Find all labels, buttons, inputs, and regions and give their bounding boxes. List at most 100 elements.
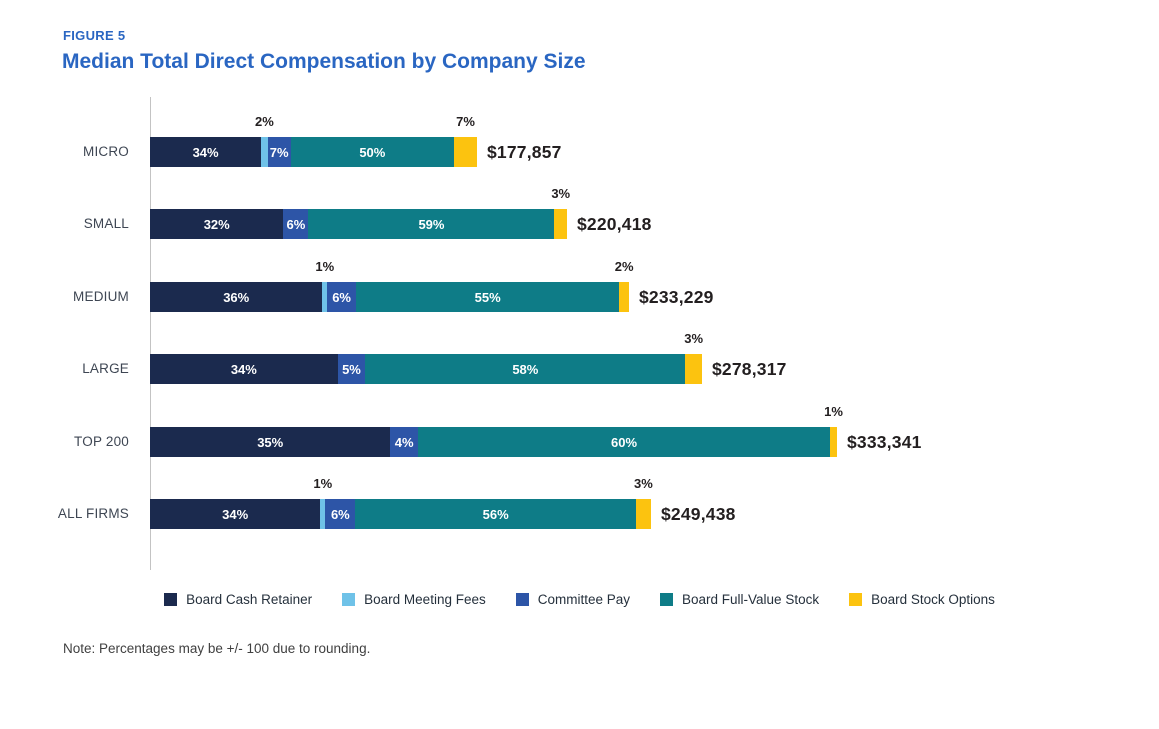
legend-label: Board Stock Options [871,592,995,607]
legend-swatch-icon [515,593,529,606]
stacked-bar: 35% 4% 60% 1% [150,404,843,457]
segment-value-label: 55% [474,289,501,305]
segment-board-stock-options: 7% [454,114,477,167]
segment-board-full-value-stock: 50% [290,137,455,167]
segment-board-cash-retainer: 34% [150,354,338,384]
category-label: MICRO [83,144,129,159]
segment-value-label: 6% [286,216,306,232]
segment-board-cash-retainer: 35% [150,427,391,457]
segment-board-full-value-stock: 59% [308,209,555,239]
category-label: MEDIUM [73,289,129,304]
segment-board-full-value-stock: 58% [365,354,686,384]
segment-value-label-above: 1% [315,259,335,274]
category-label: SMALL [83,216,129,231]
segment-board-cash-retainer: 34% [150,499,321,529]
bar-row-all-firms: ALL FIRMS 34% 1% 6% 56% 3% $249,438 [0,476,1159,529]
legend-swatch-icon [164,593,178,606]
category-label: ALL FIRMS [57,506,129,521]
segment-board-cash-retainer: 32% [150,209,284,239]
segment-board-full-value-stock: 55% [355,282,620,312]
segment-value-label-above: 7% [456,114,475,129]
segment-board-stock-options: 1% [824,404,843,457]
segment-board-stock-options: 3% [551,186,570,239]
chart-legend: Board Cash Retainer Board Meeting Fees Com… [63,592,1096,607]
footnote: Note: Percentages may be +/- 100 due to … [63,641,371,656]
bar-total-label: $177,857 [487,142,562,162]
legend-item-board-full-value-stock: Board Full-Value Stock [660,592,819,607]
segment-value-label: 50% [359,144,386,160]
segment-value-label: 6% [330,506,350,522]
segment-board-meeting-fees: 2% [255,114,274,167]
segment-value-label: 60% [610,434,638,450]
stacked-bar: 34% 2% 7% 50% 7% [150,114,477,167]
segment-committee-pay: 6% [283,209,309,239]
legend-item-board-stock-options: Board Stock Options [849,592,995,607]
bar-total-label: $333,341 [847,432,922,452]
segment-value-label: 32% [203,216,230,232]
bar-row-micro: MICRO 34% 2% 7% 50% 7% $177,857 [0,114,1159,167]
segment-committee-pay: 6% [327,282,356,312]
legend-item-board-meeting-fees: Board Meeting Fees [342,592,486,607]
segment-board-full-value-stock: 60% [417,427,831,457]
legend-item-committee-pay: Committee Pay [515,592,631,607]
segment-board-stock-options: 2% [615,259,634,312]
stacked-bar: 32% 6% 59% 3% [150,186,570,239]
segment-board-stock-options: 3% [634,476,653,529]
segment-value-label: 34% [192,144,219,160]
segment-value-label-above: 1% [824,404,843,419]
bar-total-label: $278,317 [712,359,787,379]
segment-value-label-above: 3% [634,476,653,491]
segment-value-label-above: 3% [551,186,571,201]
segment-board-full-value-stock: 56% [355,499,636,529]
legend-item-board-cash-retainer: Board Cash Retainer [164,592,312,607]
segment-value-label: 56% [482,506,509,522]
segment-value-label: 35% [257,434,284,450]
legend-swatch-icon [342,593,356,606]
segment-board-cash-retainer: 36% [150,282,323,312]
legend-swatch-icon [849,593,863,606]
segment-committee-pay: 6% [325,499,356,529]
segment-value-label-above: 2% [255,114,274,129]
segment-value-label: 34% [222,506,249,522]
bar-row-small: SMALL 32% 6% 59% 3% $220,418 [0,186,1159,239]
segment-value-label: 5% [342,361,361,377]
segment-value-label-above: 3% [684,331,704,346]
chart-title: Median Total Direct Compensation by Comp… [62,50,586,73]
segment-value-label: 36% [223,289,250,305]
segment-value-label: 59% [418,216,445,232]
segment-value-label: 4% [394,434,414,450]
segment-value-label: 7% [269,144,289,160]
segment-board-cash-retainer: 34% [150,137,262,167]
segment-committee-pay: 4% [390,427,418,457]
legend-label: Board Cash Retainer [186,592,313,607]
segment-committee-pay: 7% [267,137,291,167]
figure-label: FIGURE 5 [63,28,126,43]
bar-total-label: $233,229 [639,287,714,307]
bar-total-label: $220,418 [577,214,652,234]
legend-label: Board Full-Value Stock [682,592,820,607]
segment-board-stock-options: 3% [684,331,703,384]
legend-swatch-icon [660,593,674,606]
segment-value-label: 34% [230,361,257,377]
stacked-bar: 34% 5% 58% 3% [150,331,703,384]
segment-value-label-above: 2% [614,259,634,274]
legend-label: Board Meeting Fees [364,592,486,607]
legend-label: Committee Pay [537,592,631,607]
segment-value-label: 58% [512,361,539,377]
segment-value-label-above: 1% [313,476,333,491]
category-label: LARGE [82,361,129,376]
segment-value-label: 6% [332,289,351,305]
segment-committee-pay: 5% [337,354,366,384]
category-label: TOP 200 [74,434,129,449]
segment-board-meeting-fees: 1% [313,476,332,529]
bar-total-label: $249,438 [661,504,736,524]
bar-row-top-200: TOP 200 35% 4% 60% 1% $333,341 [0,404,1159,457]
stacked-bar: 36% 1% 6% 55% 2% [150,259,634,312]
stacked-bar: 34% 1% 6% 56% 3% [150,476,653,529]
y-axis-line [150,97,151,570]
segment-board-meeting-fees: 1% [315,259,334,312]
bar-row-large: LARGE 34% 5% 58% 3% $278,317 [0,331,1159,384]
bar-row-medium: MEDIUM 36% 1% 6% 55% 2% $233,229 [0,259,1159,312]
